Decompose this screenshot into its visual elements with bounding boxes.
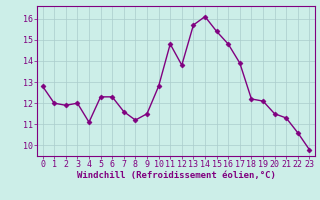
X-axis label: Windchill (Refroidissement éolien,°C): Windchill (Refroidissement éolien,°C) — [76, 171, 276, 180]
